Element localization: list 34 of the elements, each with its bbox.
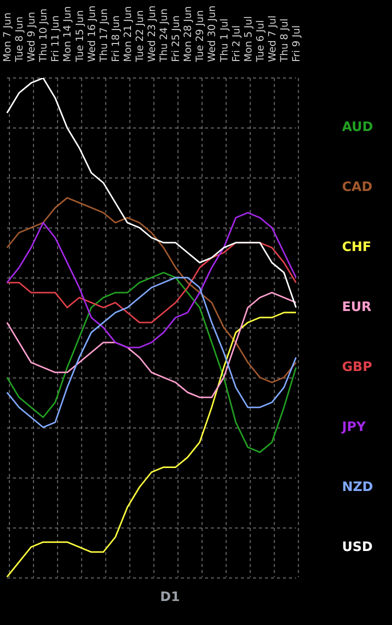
x-tick-label: Fri 11 Jun [50, 15, 62, 62]
text: GBP [342, 360, 374, 377]
text: USD [342, 540, 374, 557]
x-tick-label: Tue 29 Jun [195, 10, 206, 63]
x-tick-label: Wed 9 Jun [26, 12, 38, 62]
x-tick-label: Thu 17 Jun [98, 8, 110, 63]
text: CAD [342, 180, 374, 197]
x-tick-label: Wed 23 Jun [147, 5, 158, 62]
x-tick-label: Thu 8 Jul [279, 18, 290, 63]
x-tick-label: Mon 28 Jun [183, 6, 194, 62]
x-tick-label: Mon 5 Jul [243, 16, 254, 62]
text: CHF [342, 240, 372, 257]
x-tick-label: Mon 14 Jun [62, 6, 74, 62]
x-tick-label: Tue 15 Jun [74, 10, 86, 63]
text: JPY [342, 420, 367, 437]
x-tick-label: Tue 8 Jun [14, 16, 26, 63]
x-tick-label: Fri 2 Jul [231, 25, 242, 62]
x-tick-label: Tue 22 Jun [134, 10, 146, 63]
text: AUD [342, 120, 374, 137]
x-tick-label: Thu 24 Jun [159, 8, 170, 63]
x-tick-label: Fri 9 Jul [292, 25, 302, 62]
text: EUR [342, 300, 372, 317]
x-tick-label: Fri 18 Jun [110, 15, 122, 62]
text: D1 [159, 590, 181, 605]
x-tick-label: Mon 7 Jun [2, 12, 14, 62]
x-tick-label: Thu 10 Jun [38, 8, 50, 63]
x-tick-label: Fri 25 Jun [171, 15, 182, 62]
x-tick-label: Wed 7 Jul [267, 15, 278, 62]
x-tick-label: Mon 21 Jun [122, 6, 134, 62]
x-tick-label: Wed 30 Jun [207, 5, 218, 62]
x-tick-label: Thu 1 Jul [219, 18, 230, 63]
text: NZD [342, 480, 374, 497]
x-tick-label: Wed 16 Jun [86, 5, 98, 62]
x-tick-label: Tue 6 Jul [255, 20, 266, 63]
